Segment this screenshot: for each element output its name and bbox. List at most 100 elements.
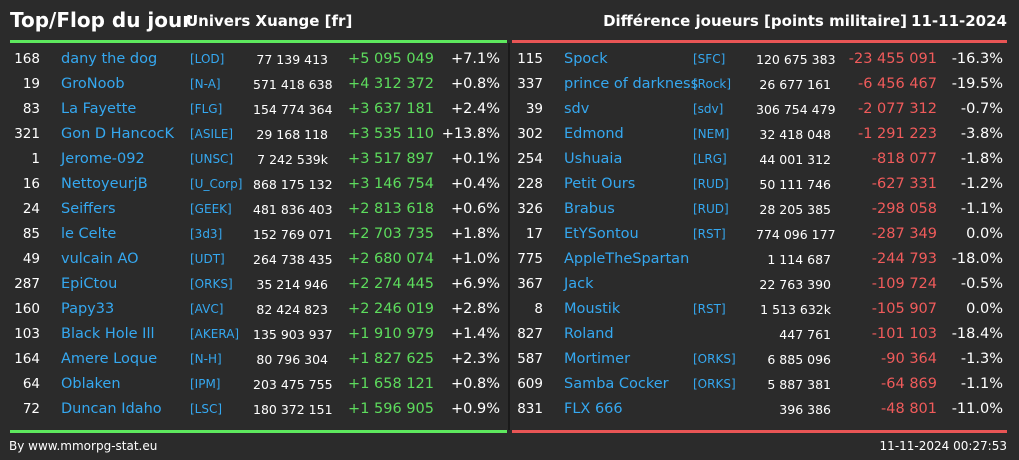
points-difference: +3 146 754 bbox=[348, 176, 434, 192]
percent-change: -0.7% bbox=[960, 101, 1003, 117]
player-rank: 302 bbox=[517, 126, 543, 142]
player-rank: 8 bbox=[534, 301, 543, 317]
player-name-link[interactable]: Duncan Idaho bbox=[61, 401, 162, 417]
alliance-tag-link[interactable]: [RST] bbox=[693, 227, 726, 241]
alliance-tag-link[interactable]: [N-H] bbox=[190, 352, 222, 366]
player-name-link[interactable]: Roland bbox=[564, 326, 614, 342]
player-rank: 103 bbox=[14, 326, 40, 342]
table-row: 85 le Celte [3d3] 152 769 071 +2 703 735 +1.8… bbox=[8, 222, 506, 247]
player-name-link[interactable]: Jerome-092 bbox=[61, 151, 145, 167]
player-name-link[interactable]: EpiCtou bbox=[61, 276, 118, 292]
player-name-link[interactable]: prince of darkness bbox=[564, 76, 699, 92]
player-rank: 168 bbox=[14, 51, 40, 67]
alliance-tag-link[interactable]: [AKERA] bbox=[190, 327, 240, 341]
alliance-tag-link[interactable]: [AVC] bbox=[190, 302, 224, 316]
alliance-tag-link[interactable]: [RST] bbox=[693, 302, 726, 316]
table-row: 775 AppleTheSpartan 1 114 687 -244 793 -18.0… bbox=[511, 247, 1009, 272]
player-name-link[interactable]: sdv bbox=[564, 101, 590, 117]
alliance-tag-link[interactable]: [ORKS] bbox=[693, 352, 736, 366]
player-name-link[interactable]: Moustik bbox=[564, 301, 621, 317]
player-name-link[interactable]: Edmond bbox=[564, 126, 624, 142]
alliance-tag-link[interactable]: [RUD] bbox=[693, 202, 729, 216]
player-name-link[interactable]: AppleTheSpartan bbox=[564, 251, 690, 267]
site-credit[interactable]: By www.mmorpg-stat.eu bbox=[9, 439, 158, 453]
column-divider bbox=[508, 43, 510, 430]
metric-label: Différence joueurs [points militaire] bbox=[603, 12, 907, 30]
percent-change: +1.0% bbox=[451, 251, 500, 267]
points-difference: +2 813 618 bbox=[348, 201, 434, 217]
table-row: 160 Papy33 [AVC] 82 424 823 +2 246 019 +2.8% bbox=[8, 297, 506, 322]
table-row: 587 Mortimer [ORKS] 6 885 096 -90 364 -1.3% bbox=[511, 347, 1009, 372]
points-difference: -6 456 467 bbox=[857, 76, 937, 92]
alliance-tag-link[interactable]: [RUD] bbox=[693, 177, 729, 191]
player-total-points: 50 111 746 bbox=[759, 177, 831, 192]
alliance-tag-link[interactable]: [ASILE] bbox=[190, 127, 233, 141]
alliance-tag-link[interactable]: [ORKS] bbox=[190, 277, 233, 291]
percent-change: +1.8% bbox=[451, 226, 500, 242]
player-name-link[interactable]: Seiffers bbox=[61, 201, 116, 217]
player-name-link[interactable]: Samba Cocker bbox=[564, 376, 669, 392]
percent-change: +0.6% bbox=[451, 201, 500, 217]
points-difference: -298 058 bbox=[871, 201, 937, 217]
player-name-link[interactable]: Gon D HancocK bbox=[61, 126, 174, 142]
table-row: 49 vulcain AO [UDT] 264 738 435 +2 680 074 +1… bbox=[8, 247, 506, 272]
points-difference: +2 703 735 bbox=[348, 226, 434, 242]
table-row: 321 Gon D HancocK [ASILE] 29 168 118 +3 535 … bbox=[8, 122, 506, 147]
player-rank: 827 bbox=[517, 326, 543, 342]
player-name-link[interactable]: Jack bbox=[564, 276, 594, 292]
table-row: 1 Jerome-092 [UNSC] 7 242 539k +3 517 897 +0.… bbox=[8, 147, 506, 172]
alliance-tag-link[interactable]: [N-A] bbox=[190, 77, 221, 91]
points-difference: -64 869 bbox=[881, 376, 937, 392]
alliance-tag-link[interactable]: [IPM] bbox=[190, 377, 221, 391]
alliance-tag-link[interactable]: [3d3] bbox=[190, 227, 223, 241]
player-name-link[interactable]: La Fayette bbox=[61, 101, 137, 117]
alliance-tag-link[interactable]: [LRG] bbox=[693, 152, 727, 166]
player-name-link[interactable]: Ushuaia bbox=[564, 151, 623, 167]
top-table-accent-line bbox=[10, 40, 507, 43]
alliance-tag-link[interactable]: [LOD] bbox=[190, 52, 225, 66]
table-row: 337 prince of darkness [Rock] 26 677 161 -6 … bbox=[511, 72, 1009, 97]
player-name-link[interactable]: Petit Ours bbox=[564, 176, 636, 192]
alliance-tag-link[interactable]: [GEEK] bbox=[190, 202, 232, 216]
player-rank: 115 bbox=[517, 51, 543, 67]
player-name-link[interactable]: Papy33 bbox=[61, 301, 115, 317]
player-name-link[interactable]: Oblaken bbox=[61, 376, 121, 392]
alliance-tag-link[interactable]: [UDT] bbox=[190, 252, 225, 266]
table-row: 17 EtYSontou [RST] 774 096 177 -287 349 0.0% bbox=[511, 222, 1009, 247]
player-name-link[interactable]: FLX 666 bbox=[564, 401, 623, 417]
percent-change: +2.8% bbox=[451, 301, 500, 317]
player-name-link[interactable]: GroNoob bbox=[61, 76, 125, 92]
player-rank: 85 bbox=[22, 226, 40, 242]
player-name-link[interactable]: NettoyeurjB bbox=[61, 176, 148, 192]
alliance-tag-link[interactable]: [U_Corp] bbox=[190, 177, 243, 191]
player-rank: 367 bbox=[517, 276, 543, 292]
percent-change: -18.0% bbox=[951, 251, 1003, 267]
alliance-tag-link[interactable]: [ORKS] bbox=[693, 377, 736, 391]
player-rank: 587 bbox=[517, 351, 543, 367]
player-total-points: 1 114 687 bbox=[767, 252, 831, 267]
alliance-tag-link[interactable]: [sdv] bbox=[693, 102, 724, 116]
player-name-link[interactable]: vulcain AO bbox=[61, 251, 139, 267]
player-name-link[interactable]: EtYSontou bbox=[564, 226, 639, 242]
alliance-tag-link[interactable]: [NEM] bbox=[693, 127, 730, 141]
player-name-link[interactable]: Black Hole Ill bbox=[61, 326, 155, 342]
table-row: 103 Black Hole Ill [AKERA] 135 903 937 +1 91… bbox=[8, 322, 506, 347]
player-name-link[interactable]: Brabus bbox=[564, 201, 615, 217]
player-name-link[interactable]: Spock bbox=[564, 51, 608, 67]
alliance-tag-link[interactable]: [FLG] bbox=[190, 102, 223, 116]
alliance-tag-link[interactable]: [LSC] bbox=[190, 402, 223, 416]
player-name-link[interactable]: Mortimer bbox=[564, 351, 631, 367]
player-name-link[interactable]: dany the dog bbox=[61, 51, 158, 67]
points-difference: +3 517 897 bbox=[348, 151, 434, 167]
player-total-points: 7 242 539k bbox=[257, 152, 328, 167]
flop-table-accent-line bbox=[512, 40, 1007, 43]
player-rank: 72 bbox=[22, 401, 40, 417]
alliance-tag-link[interactable]: [Rock] bbox=[693, 77, 732, 91]
points-difference: +3 637 181 bbox=[348, 101, 434, 117]
player-name-link[interactable]: le Celte bbox=[61, 226, 117, 242]
player-name-link[interactable]: Amere Loque bbox=[61, 351, 158, 367]
alliance-tag-link[interactable]: [SFC] bbox=[693, 52, 726, 66]
player-total-points: 1 513 632k bbox=[760, 302, 831, 317]
table-row: 228 Petit Ours [RUD] 50 111 746 -627 331 -1.2… bbox=[511, 172, 1009, 197]
alliance-tag-link[interactable]: [UNSC] bbox=[190, 152, 234, 166]
